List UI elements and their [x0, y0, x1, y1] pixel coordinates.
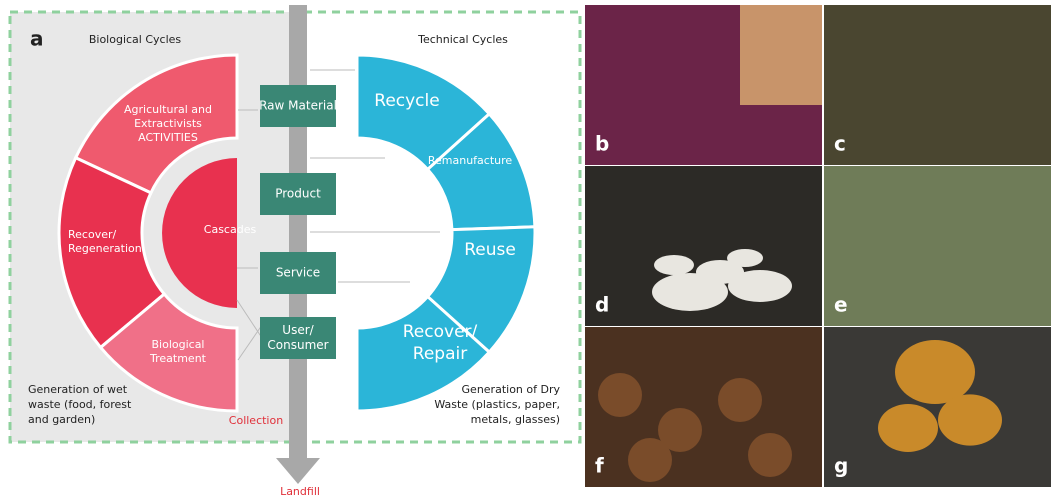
photo-label: b — [595, 132, 609, 156]
flow-box: Service — [260, 252, 336, 294]
label-line: Remanufacture — [428, 154, 513, 167]
label-line: Treatment — [149, 352, 207, 365]
label-line: Biological — [151, 338, 204, 351]
photo — [824, 5, 1051, 165]
label-line: ACTIVITIES — [138, 131, 198, 144]
photo-detail — [895, 340, 975, 404]
photo-label: g — [834, 454, 848, 478]
photo-detail — [628, 438, 672, 482]
arrow-head — [276, 458, 320, 484]
photo-label: e — [834, 293, 848, 317]
label-line: Regeneration — [68, 242, 142, 255]
label-line: Repair — [413, 344, 467, 364]
box-label: Product — [275, 187, 321, 201]
label-line: metals, glasses) — [471, 413, 560, 426]
label-line: Generation of Dry — [462, 383, 561, 396]
label-line: Recycle — [374, 91, 439, 111]
panel-a: a Biological Cycles Technical Cycles Cas… — [10, 5, 580, 498]
label-line: Extractivists — [134, 117, 202, 130]
technical-title: Technical Cycles — [417, 33, 508, 46]
box-label: Raw Material — [259, 99, 337, 113]
box-label: Consumer — [267, 338, 328, 352]
photo-detail — [727, 249, 763, 267]
photo-grid: b c d e f g — [585, 5, 1051, 487]
label-line: waste (food, forest — [28, 398, 132, 411]
flow-box: User/Consumer — [260, 317, 336, 359]
label-line: Waste (plastics, paper, — [434, 398, 560, 411]
label-line: Agricultural and — [124, 103, 212, 116]
photo-detail — [718, 378, 762, 422]
landfill-arrow — [289, 5, 307, 460]
photo-label: c — [834, 132, 846, 156]
biological-title: Biological Cycles — [89, 33, 182, 46]
figure: a Biological Cycles Technical Cycles Cas… — [0, 0, 1051, 498]
label-line: and garden) — [28, 413, 95, 426]
photo-detail — [740, 5, 822, 105]
photo-detail — [598, 373, 642, 417]
flow-box: Product — [260, 173, 336, 215]
label-line: Recover/ — [68, 228, 116, 241]
photo-label: d — [595, 293, 609, 317]
panel-label: a — [30, 27, 44, 51]
photo-detail — [748, 433, 792, 477]
photo — [824, 166, 1051, 326]
photo-label: f — [595, 454, 604, 478]
box-label: User/ — [282, 323, 314, 337]
photo-detail — [938, 394, 1002, 445]
flow-box: Raw Material — [259, 85, 337, 127]
label-line: Generation of wet — [28, 383, 128, 396]
photo-detail — [878, 404, 938, 452]
label-line: Reuse — [464, 240, 516, 260]
landfill-label: Landfill — [280, 485, 320, 498]
cascades-label: Cascades — [204, 223, 257, 236]
label-line: Recover/ — [403, 322, 478, 342]
box-label: Service — [276, 266, 320, 280]
photo-detail — [654, 255, 694, 275]
collection-label: Collection — [229, 414, 283, 427]
